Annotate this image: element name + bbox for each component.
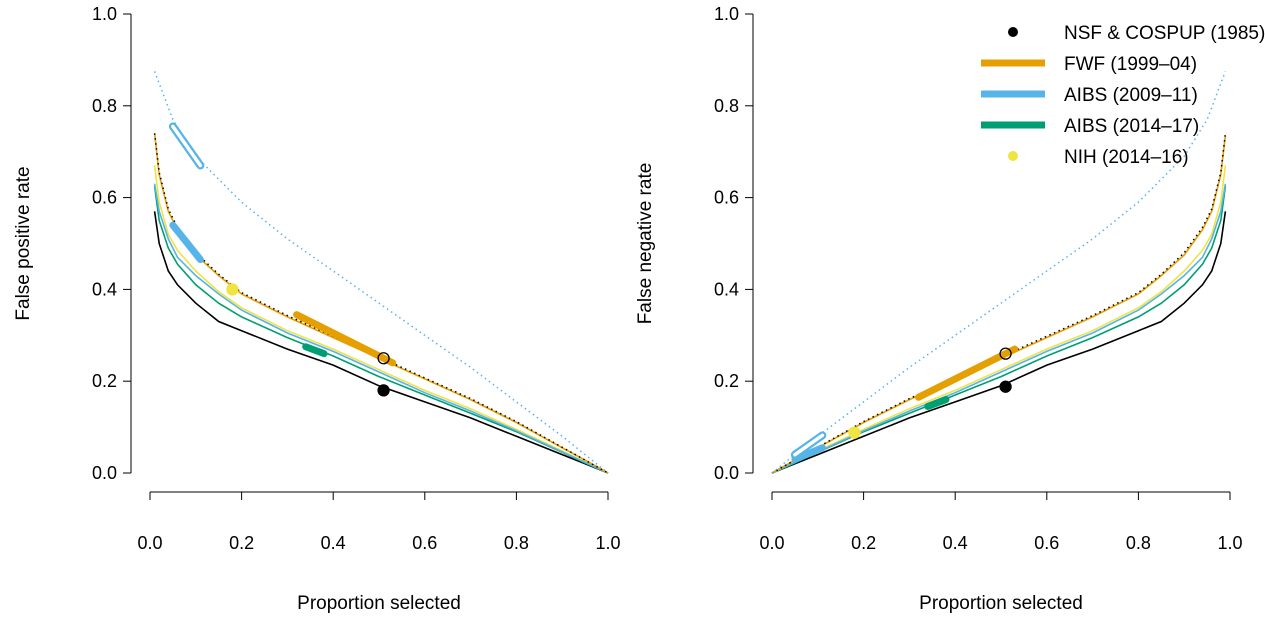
range-segment (293, 311, 397, 367)
x-tick-label: 0.8 (504, 533, 529, 553)
x-axis-title: Proportion selected (297, 593, 461, 614)
legend-label: AIBS (2014–17) (1064, 116, 1199, 137)
y-tick-label: 0.4 (714, 279, 739, 299)
y-tick-label: 0.8 (92, 96, 117, 116)
series-line-fwf-1999-04 (153, 133, 609, 474)
series-line-aibs-2014-17 (771, 185, 1227, 474)
outlined-range-segment-core (171, 124, 203, 168)
y-tick-label: 0.2 (92, 371, 117, 391)
x-tick-label: 0.8 (1126, 533, 1151, 553)
series-line-nih-2014-16 (153, 165, 609, 474)
range-segment (169, 221, 204, 264)
range-segment (791, 444, 826, 463)
y-tick-label: 0.0 (92, 463, 117, 483)
x-tick-label: 0.4 (321, 533, 346, 553)
x-tick-label: 0.4 (943, 533, 968, 553)
dotted-reference-line (771, 133, 1227, 474)
y-tick-label: 0.8 (714, 96, 739, 116)
dotted-reference-line (153, 133, 609, 474)
y-tick-label: 0.4 (92, 279, 117, 299)
x-tick-label: 0.6 (1034, 533, 1059, 553)
dotted-reference-line (153, 71, 609, 474)
x-tick-label: 0.2 (851, 533, 876, 553)
series-line-fwf-1999-04 (771, 135, 1227, 474)
y-tick-label: 1.0 (714, 4, 739, 24)
x-tick-label: 1.0 (1217, 533, 1242, 553)
x-axis-title: Proportion selected (919, 593, 1083, 614)
legend-label: AIBS (2009–11) (1064, 85, 1198, 106)
hollow-data-point (999, 347, 1012, 360)
range-segment (915, 345, 1019, 401)
legend-marker (1008, 27, 1018, 37)
data-point (848, 426, 861, 439)
series-line-nsf-cospup-1985 (771, 211, 1227, 474)
series-line-aibs-2009-11 (153, 183, 609, 474)
hollow-data-point (377, 352, 390, 365)
x-tick-label: 0.2 (229, 533, 254, 553)
legend-marker (1008, 151, 1018, 161)
data-point (226, 283, 239, 296)
legend-label: NSF & COSPUP (1985) (1064, 23, 1265, 44)
series-line-nih-2014-16 (771, 165, 1227, 474)
x-tick-label: 1.0 (595, 533, 620, 553)
x-tick-label: 0.0 (137, 533, 162, 553)
range-segment (924, 396, 950, 410)
range-segment (302, 343, 328, 358)
series-line-nsf-cospup-1985 (153, 211, 609, 474)
series-line-aibs-2014-17 (153, 185, 609, 474)
x-tick-label: 0.6 (412, 533, 437, 553)
legend-label: FWF (1999–04) (1064, 54, 1197, 75)
y-axis-title: False positive rate (13, 166, 34, 320)
series-line-aibs-2009-11 (771, 183, 1227, 474)
y-tick-label: 0.0 (714, 463, 739, 483)
y-tick-label: 0.6 (92, 188, 117, 208)
legend-label: NIH (2014–16) (1064, 147, 1189, 168)
dotted-reference-line (771, 71, 1227, 474)
right-plot-panel: 0.0 0.2 0.4 0.6 0.8 1.0 0.0 0.2 0.4 0.6 0.8 1.0 Prop… (635, 4, 1265, 614)
y-tick-label: 0.6 (714, 188, 739, 208)
data-point (999, 380, 1012, 393)
y-tick-label: 0.2 (714, 371, 739, 391)
legend: NSF & COSPUP (1985) FWF (1999–04) AIBS (20… (981, 23, 1265, 168)
x-tick-label: 0.0 (759, 533, 784, 553)
data-point (377, 384, 390, 397)
left-plot-panel: 0.0 0.2 0.4 0.6 0.8 1.0 0.0 0.2 0.4 0.6 0.8 1.0 Prop… (13, 4, 621, 614)
y-axis-title: False negative rate (635, 163, 656, 325)
y-tick-label: 1.0 (92, 4, 117, 24)
outlined-range-segment-core (793, 433, 825, 457)
